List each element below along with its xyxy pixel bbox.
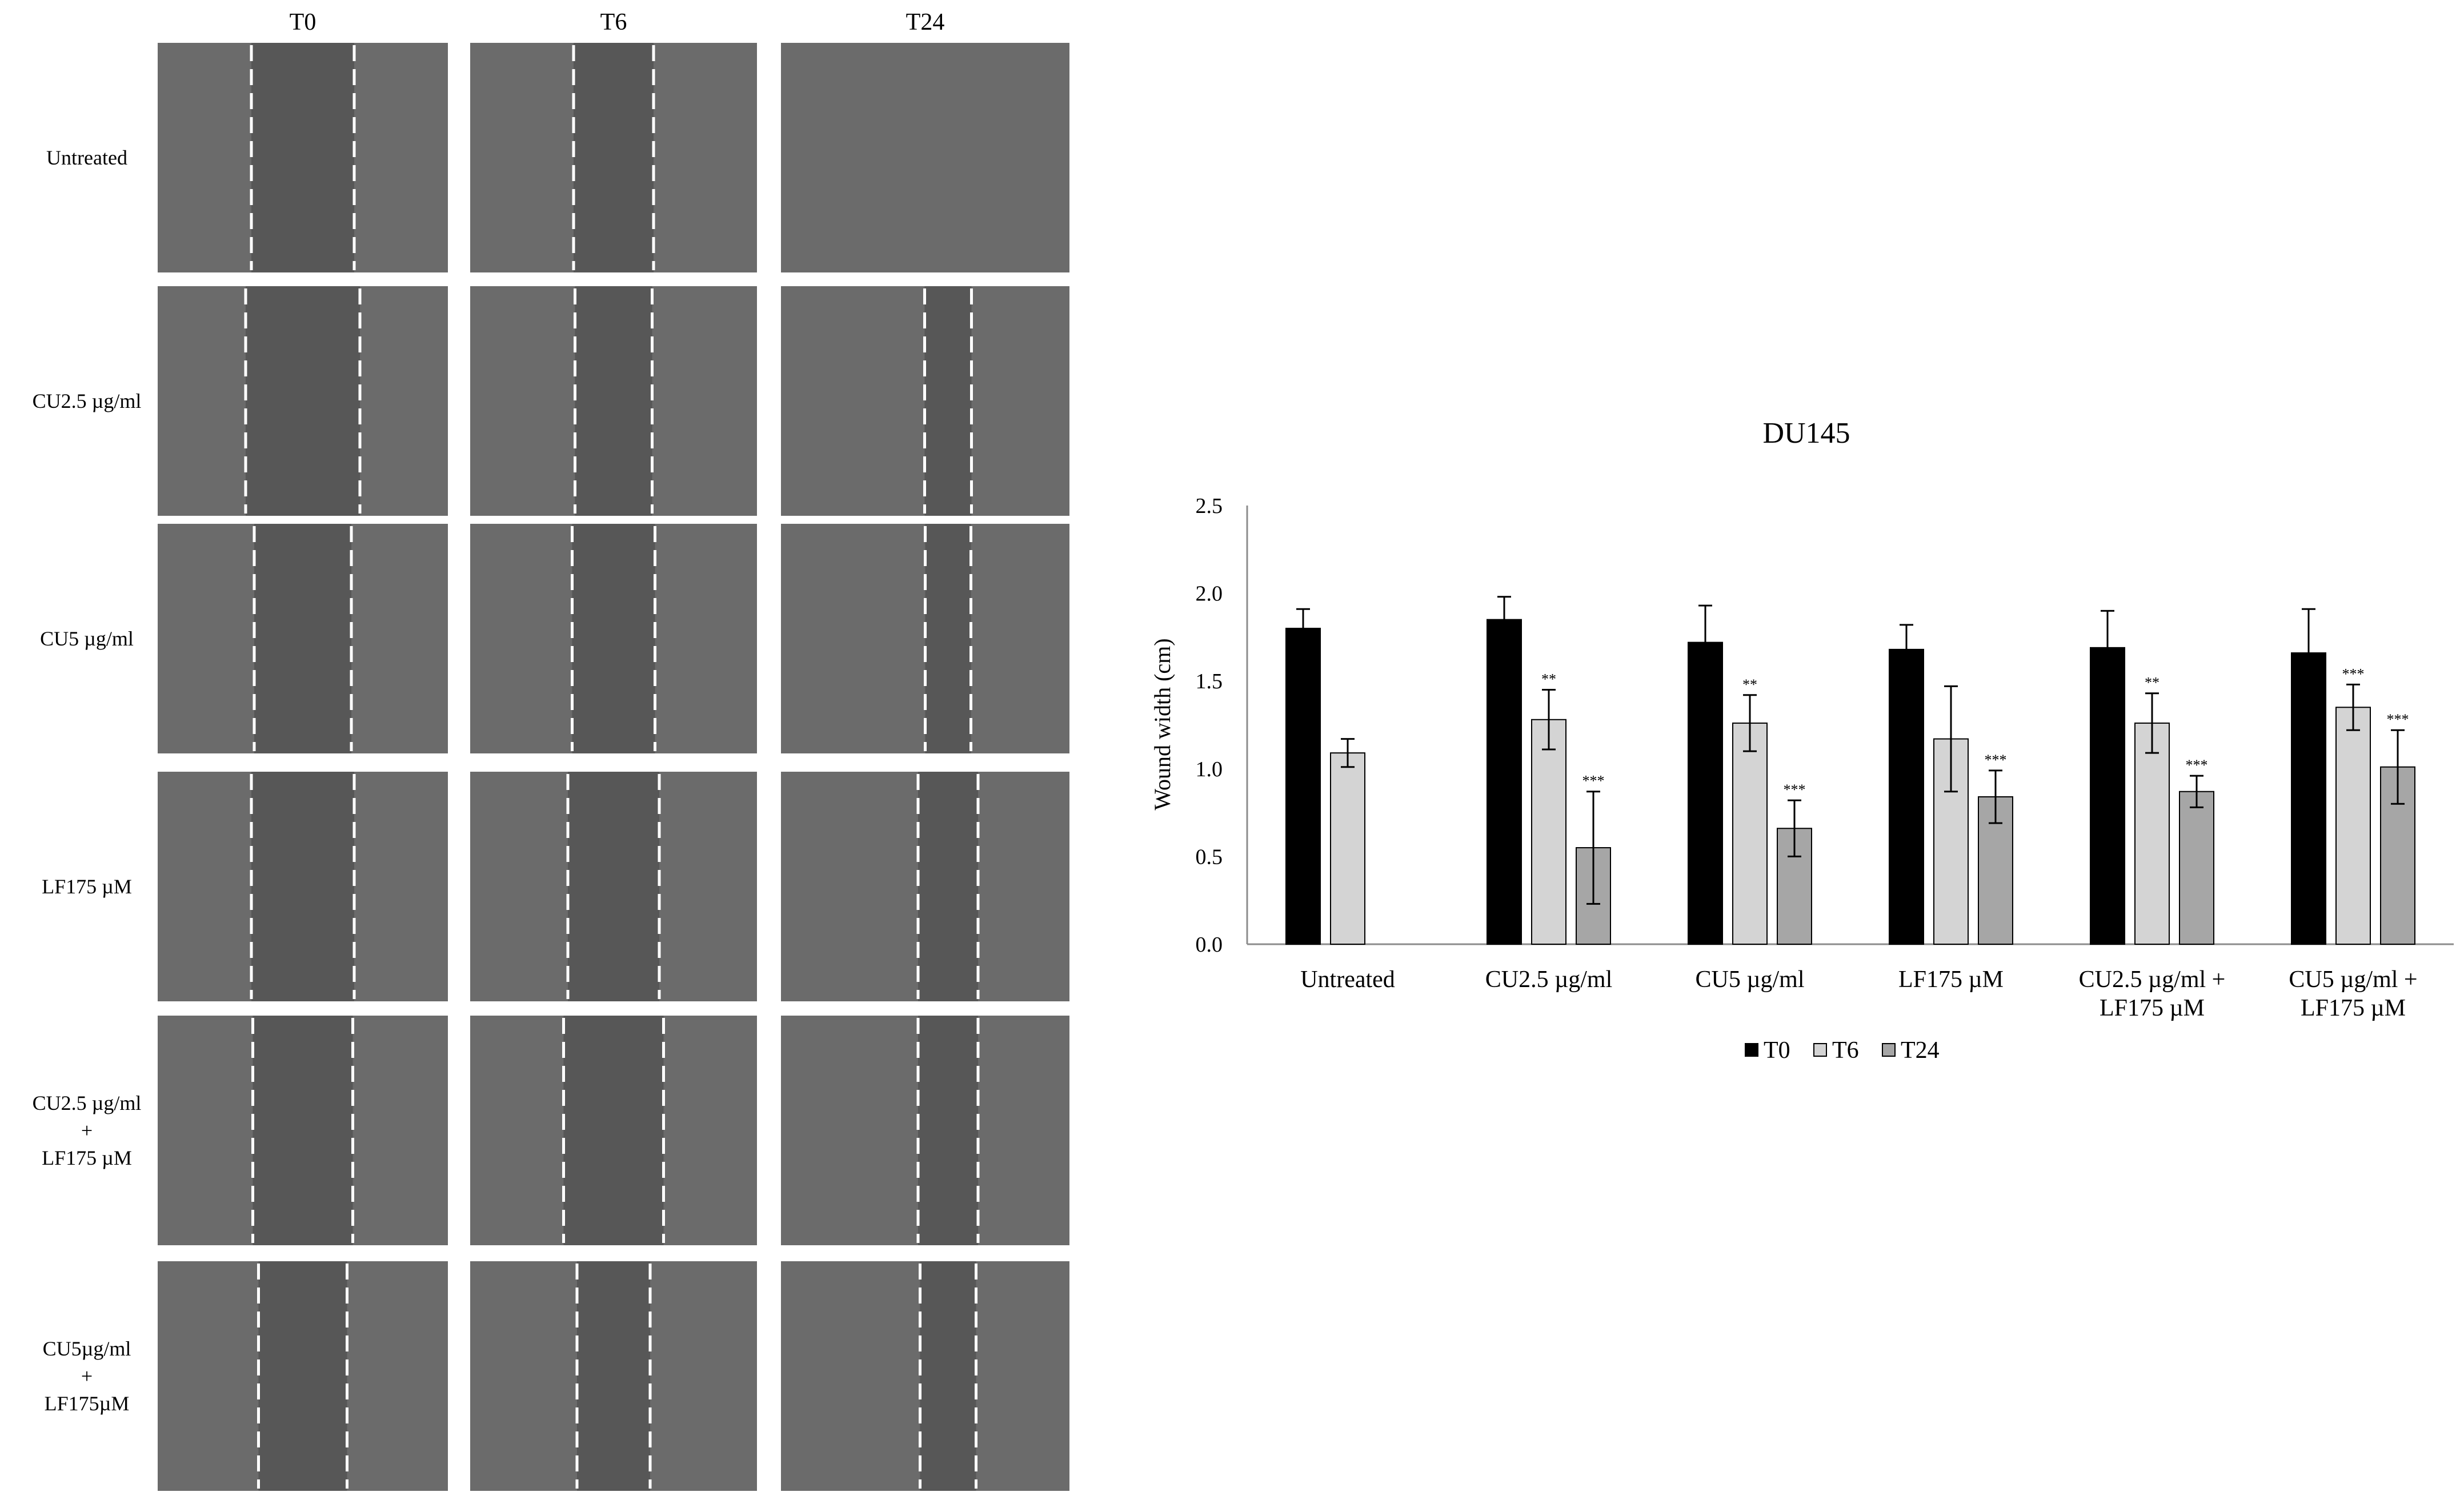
- y-tick-label: 2.5: [1196, 494, 1223, 518]
- bar-t6: [1531, 719, 1566, 945]
- bar-t24: [2179, 791, 2214, 945]
- scratch-area: [918, 1016, 978, 1245]
- micrograph-panel: T0 T6 T24 Untreated CU2.5 µg/ml CU5 µg/ml LF17…: [33, 9, 1069, 1491]
- row-label-4: +: [81, 1119, 93, 1142]
- y-axis-title: Wound width (cm): [1149, 638, 1175, 810]
- scratch-area: [577, 1261, 650, 1491]
- category-label: Untreated: [1300, 966, 1395, 993]
- y-axis-ticks: 0.0 0.5 1.0 1.5 2.0 2.5: [1196, 494, 1223, 957]
- significance-marks: ** ** ************** ******: [1541, 665, 2409, 798]
- category-labels: Untreated CU2.5 µg/ml CU5 µg/ml LF175 µM CU2…: [1300, 966, 2417, 1021]
- significance-mark: ***: [1784, 781, 1806, 798]
- legend: T0 T6 T24: [1745, 1037, 1940, 1064]
- column-label-t0: T0: [290, 9, 316, 35]
- scratch-area: [246, 286, 360, 516]
- bar-t6: [1732, 722, 1768, 945]
- scratch-area: [253, 1016, 353, 1245]
- significance-mark: ***: [2186, 757, 2208, 773]
- legend-label-t0: T0: [1764, 1037, 1790, 1064]
- column-label-t6: T6: [600, 9, 627, 35]
- significance-mark: **: [2145, 675, 2159, 691]
- column-label-t24: T24: [906, 9, 945, 35]
- bar-t6: [2335, 707, 2371, 945]
- y-tick-label: 0.5: [1196, 845, 1223, 869]
- category-label: CU5 µg/ml: [1695, 966, 1804, 993]
- scratch-area: [925, 524, 971, 753]
- bar-t0: [1688, 641, 1723, 945]
- scratch-area: [918, 772, 978, 1001]
- significance-mark: ***: [1582, 773, 1605, 789]
- row-label-3: LF175 µM: [42, 875, 132, 898]
- row-label-5: CU5µg/ml: [43, 1337, 131, 1360]
- scratch-area: [563, 1016, 664, 1245]
- category-label: CU2.5 µg/ml: [1485, 966, 1613, 993]
- chart-title: DU145: [1762, 417, 1850, 450]
- y-tick-label: 1.5: [1196, 669, 1223, 693]
- legend-swatch-t24: [1882, 1043, 1896, 1057]
- scratch-area: [251, 43, 354, 272]
- scratch-area: [924, 286, 972, 516]
- row-label-0: Untreated: [46, 146, 127, 169]
- legend-swatch-t6: [1813, 1043, 1827, 1057]
- legend-swatch-t0: [1745, 1043, 1758, 1057]
- row-label-5: LF175µM: [45, 1392, 130, 1415]
- scratch-area: [572, 524, 655, 753]
- bar-t0: [1889, 648, 1924, 945]
- scratch-area: [258, 1261, 347, 1491]
- category-label: CU5 µg/ml +: [2289, 966, 2417, 993]
- scratch-area: [575, 286, 652, 516]
- scratch-area: [574, 43, 654, 272]
- bar-chart: DU145 Wound width (cm) 0.0 0.5 1.0 1.5 2.0 2.…: [1149, 417, 2454, 1064]
- row-label-1: CU2.5 µg/ml: [33, 390, 142, 412]
- row-label-4: CU2.5 µg/ml: [33, 1092, 142, 1114]
- bar-t6: [2134, 722, 2170, 945]
- y-tick-label: 1.0: [1196, 757, 1223, 781]
- scratch-area: [251, 772, 354, 1001]
- row-label-5: +: [81, 1365, 93, 1387]
- significance-mark: ***: [2342, 665, 2365, 682]
- bar-t0: [1487, 619, 1522, 945]
- bar-t0: [2090, 647, 2125, 945]
- legend-label-t24: T24: [1901, 1037, 1940, 1064]
- bar-t0: [1285, 628, 1321, 945]
- significance-mark: **: [1742, 676, 1757, 693]
- error-bars: [1296, 596, 2405, 905]
- y-tick-label: 2.0: [1196, 582, 1223, 606]
- bars: [1285, 619, 2415, 945]
- category-label: LF175 µM: [2301, 995, 2406, 1021]
- row-label-2: CU5 µg/ml: [40, 627, 134, 650]
- scratch-area: [568, 772, 659, 1001]
- category-label: LF175 µM: [2100, 995, 2205, 1021]
- micrograph-image: [781, 43, 1069, 272]
- legend-label-t6: T6: [1832, 1037, 1859, 1064]
- bar-t6: [1330, 752, 1365, 945]
- row-label-4: LF175 µM: [42, 1146, 132, 1169]
- scratch-area: [920, 1261, 976, 1491]
- y-tick-label: 0.0: [1196, 933, 1223, 957]
- category-label: CU2.5 µg/ml +: [2079, 966, 2226, 993]
- significance-mark: **: [1541, 671, 1556, 688]
- significance-mark: ***: [1985, 752, 2007, 768]
- scratch-area: [254, 524, 351, 753]
- category-label: LF175 µM: [1898, 966, 2004, 993]
- significance-mark: ***: [2387, 711, 2409, 728]
